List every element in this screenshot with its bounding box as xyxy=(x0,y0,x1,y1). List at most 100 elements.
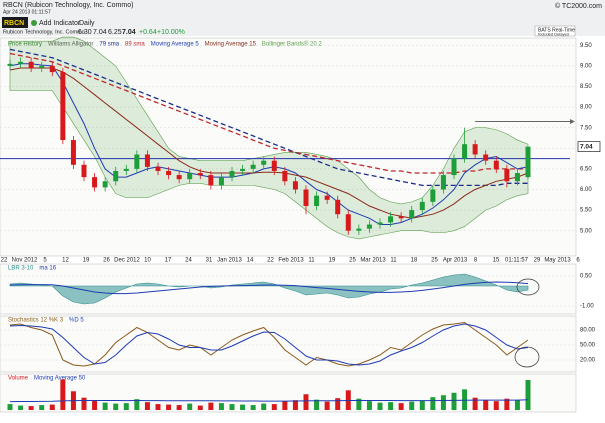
candle-body xyxy=(229,170,235,178)
x-tick-label: Apr 2013 xyxy=(443,258,468,264)
volume-bar xyxy=(187,403,193,410)
series-line xyxy=(9,52,528,174)
volume-bar xyxy=(229,404,235,410)
candle-body xyxy=(377,222,383,225)
volume-bar xyxy=(324,401,330,410)
legend-entry: Volume xyxy=(8,376,29,382)
volume-bar xyxy=(81,397,87,410)
volume-bar xyxy=(250,405,256,410)
volume-bar xyxy=(240,404,246,410)
legend-entry: Moving Average 5 xyxy=(151,42,200,48)
volume-bar xyxy=(271,404,277,410)
volume-bar xyxy=(440,395,446,410)
period[interactable]: Daily xyxy=(79,20,95,27)
candle-body xyxy=(197,173,203,176)
candle-body xyxy=(314,195,320,206)
legend-entry: %D 5 xyxy=(69,318,84,324)
candle-body xyxy=(187,173,193,180)
legend-entry: ma 16 xyxy=(39,266,56,272)
arrow-head xyxy=(570,119,575,125)
y-tick-label: 8.00 xyxy=(580,105,592,111)
volume-bar xyxy=(493,401,499,410)
volume-bar xyxy=(49,404,55,410)
series-line xyxy=(9,48,528,187)
x-tick-label: 29 xyxy=(534,258,541,264)
symbol[interactable]: RBCN xyxy=(4,20,24,27)
volume-bar xyxy=(483,400,489,410)
candle-body xyxy=(271,160,277,171)
volume-bar xyxy=(134,399,140,410)
candle-body xyxy=(282,170,288,182)
legend-entry: Moving Average 50 xyxy=(34,376,86,382)
x-tick-label: 24 xyxy=(185,258,192,264)
legend-entry: Bollinger Bands® 20 2 xyxy=(262,41,322,48)
candle-body xyxy=(472,144,478,155)
volume-bar xyxy=(356,398,362,410)
y-tick-label: 6.00 xyxy=(580,187,592,193)
volume-bar xyxy=(113,403,119,410)
candle-body xyxy=(419,201,425,211)
copyright: © TC2000.com xyxy=(555,2,602,10)
symbol-box[interactable] xyxy=(2,17,28,28)
x-tick-label: 11 xyxy=(308,258,315,264)
price-box xyxy=(577,141,601,152)
candle-body xyxy=(123,168,129,171)
annotation-circle xyxy=(514,346,540,368)
quote-change-pct: +10.00% xyxy=(157,29,185,36)
add-icon[interactable] xyxy=(31,20,37,26)
candle-body xyxy=(493,160,499,169)
x-tick-label: 15 xyxy=(493,258,500,264)
series-line xyxy=(9,399,529,403)
y-tick-label: 8.50 xyxy=(580,84,592,90)
x-tick-label: 5 xyxy=(43,258,47,264)
x-tick-label: 11 xyxy=(390,258,397,264)
legend-entry: Price History xyxy=(8,42,42,48)
x-tick-label: Feb 2013 xyxy=(278,258,304,264)
window-title: RBCN (Rubicon Technology, Inc. Commo) xyxy=(3,2,133,9)
timestamp: Apr 24 2013 01:11:57 xyxy=(3,9,51,15)
quote-open: 6.30 xyxy=(78,29,92,36)
candle-body xyxy=(462,144,468,159)
stoch-panel xyxy=(0,315,577,373)
x-tick-label: 8 xyxy=(474,258,478,264)
candle-body xyxy=(70,140,76,165)
candle-body xyxy=(166,170,172,176)
volume-bar xyxy=(18,405,24,410)
candle-body xyxy=(208,175,214,186)
candle-body xyxy=(324,195,330,200)
y-tick-label: 5.50 xyxy=(580,208,592,214)
candle-body xyxy=(240,168,246,171)
volume-bar xyxy=(261,403,267,410)
series-line xyxy=(9,67,529,219)
bollinger-band xyxy=(9,36,529,240)
legend-entry: 79 sma xyxy=(99,42,119,48)
volume-bar xyxy=(335,398,341,410)
candle-body xyxy=(60,72,66,141)
candle-body xyxy=(155,166,161,171)
candle-body xyxy=(250,164,256,169)
header-bar xyxy=(0,0,605,36)
candle-body xyxy=(28,61,34,68)
candle-body xyxy=(525,146,531,178)
y-tick-label: 5.00 xyxy=(580,228,592,234)
candle-body xyxy=(102,181,108,188)
volume-bar xyxy=(514,400,520,410)
add-indicator[interactable]: Add Indicator xyxy=(39,20,81,27)
y-tick-label: 7.50 xyxy=(580,125,592,131)
x-tick-label: 19 xyxy=(329,258,336,264)
volume-bar xyxy=(472,397,478,410)
quote-change: +0.64 xyxy=(139,29,157,36)
price-box-label: 7.04 xyxy=(580,143,593,150)
volume-bar xyxy=(166,404,172,410)
x-tick-label: 17 xyxy=(165,258,172,264)
volume-bar xyxy=(197,405,203,410)
volume-bar xyxy=(314,399,320,410)
volume-bar xyxy=(155,404,161,410)
candle-body xyxy=(303,189,309,206)
volume-bar xyxy=(218,403,224,410)
legend-entry: Williams Alligator xyxy=(48,42,93,48)
candle-body xyxy=(81,164,87,178)
x-tick-label: 6 xyxy=(576,258,580,264)
annotation-circle xyxy=(516,278,540,296)
feed-note: Included Delayed xyxy=(538,32,569,37)
